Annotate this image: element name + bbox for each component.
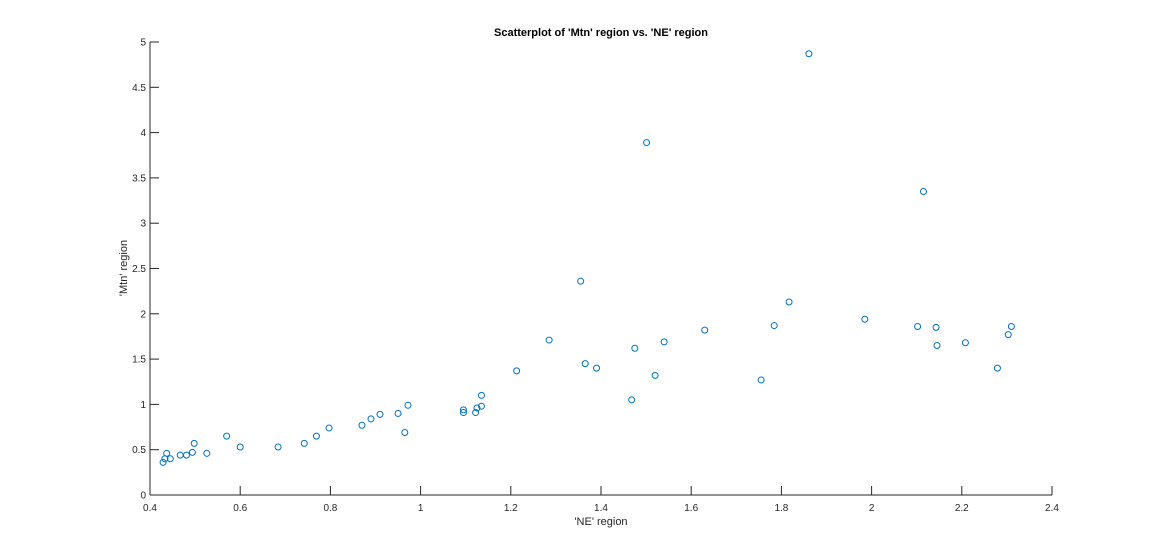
x-tick-label: 1.6 — [684, 503, 698, 514]
x-tick-label: 2.2 — [955, 503, 969, 514]
scatter-point — [477, 391, 485, 399]
scatter-point — [651, 371, 659, 379]
scatter-point — [581, 360, 589, 368]
scatter-point — [183, 451, 191, 459]
x-tick-label: 2 — [869, 503, 875, 514]
scatter-point — [631, 344, 639, 352]
scatter-points — [159, 50, 1015, 466]
scatter-point — [472, 409, 480, 417]
scatter-point — [274, 443, 282, 451]
scatter-point — [166, 455, 174, 463]
scatter-point — [628, 396, 636, 404]
scatter-point — [459, 406, 467, 414]
y-tick-label: 1.5 — [132, 355, 146, 366]
y-tick-label: 1 — [140, 400, 146, 411]
x-tick-label: 0.4 — [143, 503, 157, 514]
scatter-point — [236, 443, 244, 451]
scatter-point — [473, 404, 481, 412]
y-tick-label: 4 — [140, 128, 146, 139]
scatter-point — [592, 364, 600, 372]
y-tick-label: 4.5 — [132, 83, 146, 94]
y-axis-label: 'Mtn' region — [118, 240, 130, 296]
y-tick-label: 3.5 — [132, 173, 146, 184]
x-tick-label: 0.8 — [323, 503, 337, 514]
y-tick-label: 2.5 — [132, 264, 146, 275]
y-tick-label: 0.5 — [132, 445, 146, 456]
scatter-point — [203, 449, 211, 457]
x-tick-label: 0.6 — [233, 503, 247, 514]
x-tick-label: 1.4 — [594, 503, 608, 514]
scatter-point — [861, 315, 869, 323]
scatter-point — [993, 364, 1001, 372]
scatter-point — [513, 367, 521, 375]
y-tick-label: 3 — [140, 219, 146, 230]
scatter-point — [404, 401, 412, 409]
scatter-point — [757, 376, 765, 384]
chart-title: Scatterplot of 'Mtn' region vs. 'NE' reg… — [494, 27, 708, 39]
scatter-point — [190, 439, 198, 447]
scatter-point — [919, 187, 927, 195]
x-ticks: 0.4 0.6 0.8 1 1.2 1.4 1.6 1.8 2 2.2 2.4 — [143, 486, 1059, 514]
scatter-point — [312, 432, 320, 440]
y-tick-label: 5 — [140, 38, 146, 49]
scatter-point — [223, 432, 231, 440]
scatter-point — [188, 448, 196, 456]
y-tick-label: 2 — [140, 309, 146, 320]
scatter-point — [545, 336, 553, 344]
scatter-point — [300, 439, 308, 447]
x-tick-label: 1 — [418, 503, 424, 514]
scatter-point — [325, 424, 333, 432]
x-axis-label: 'NE' region — [574, 516, 627, 528]
scatter-point — [805, 50, 813, 58]
scatter-point — [961, 339, 969, 347]
scatter-point — [1004, 331, 1012, 339]
x-tick-label: 2.4 — [1045, 503, 1059, 514]
x-tick-label: 1.2 — [504, 503, 518, 514]
scatter-point — [358, 421, 366, 429]
y-tick-label: 0 — [140, 491, 146, 502]
scatter-point — [785, 298, 793, 306]
x-tick-label: 1.8 — [774, 503, 788, 514]
scatter-point — [932, 323, 940, 331]
scatter-point — [401, 428, 409, 436]
scatter-point — [367, 415, 375, 423]
scatter-point — [643, 139, 651, 147]
scatter-point — [477, 402, 485, 410]
y-ticks: 0 0.5 1 1.5 2 2.5 3 3.5 4 4.5 5 — [132, 38, 159, 502]
scatter-point — [459, 409, 467, 417]
scatter-point — [933, 342, 941, 350]
scatter-point — [701, 326, 709, 334]
scatter-point — [577, 277, 585, 285]
scatter-point — [770, 322, 778, 330]
scatter-point — [159, 458, 167, 466]
scatter-point — [163, 449, 171, 457]
scatter-point — [914, 322, 922, 330]
scatter-point — [376, 410, 384, 418]
scatter-point — [394, 409, 402, 417]
scatter-point — [1007, 322, 1015, 330]
scatter-point — [660, 338, 668, 346]
